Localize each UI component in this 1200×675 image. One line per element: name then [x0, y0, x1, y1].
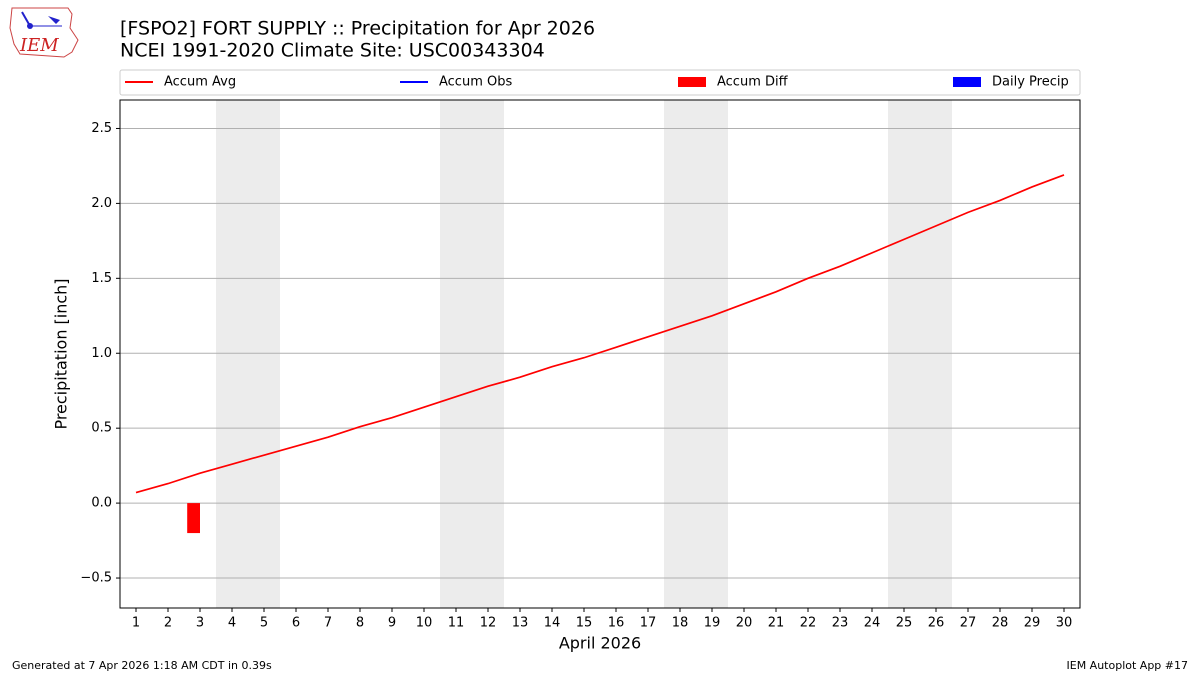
- line: [135, 174, 1065, 494]
- x-tick-label: 16: [608, 616, 625, 631]
- x-tick-label: 8: [356, 616, 364, 631]
- x-tick-label: 14: [544, 616, 561, 631]
- bar: [187, 503, 200, 534]
- y-axis-label: Precipitation [inch]: [52, 278, 71, 429]
- footer-right: IEM Autoplot App #17: [1067, 659, 1189, 672]
- x-tick-label: 4: [228, 616, 236, 631]
- weekend-band: [888, 100, 952, 608]
- x-tick-label: 18: [672, 616, 689, 631]
- y-tick-label: −0.5: [80, 571, 112, 586]
- legend-swatch: [678, 77, 706, 87]
- legend: [119, 69, 1081, 96]
- logo-text: IEM: [19, 35, 59, 56]
- x-tick-label: 19: [704, 616, 721, 631]
- legend-label: Accum Avg: [164, 75, 236, 90]
- chart-subtitle: NCEI 1991-2020 Climate Site: USC00343304: [120, 40, 545, 62]
- x-tick-label: 23: [832, 616, 849, 631]
- x-tick-label: 24: [864, 616, 881, 631]
- x-tick-label: 22: [800, 616, 817, 631]
- x-tick-label: 3: [196, 616, 204, 631]
- x-tick-label: 7: [324, 616, 332, 631]
- legend-swatch: [953, 77, 981, 87]
- legend-label: Accum Obs: [439, 75, 512, 90]
- y-tick-label: 0.0: [91, 496, 112, 511]
- weekend-band: [216, 100, 280, 608]
- x-tick-label: 25: [896, 616, 913, 631]
- x-tick-label: 27: [960, 616, 977, 631]
- plot-frame: [119, 99, 1081, 609]
- x-tick-label: 13: [512, 616, 529, 631]
- legend-label: Daily Precip: [992, 75, 1069, 90]
- x-tick-label: 15: [576, 616, 593, 631]
- y-tick-label: 2.5: [91, 121, 112, 136]
- x-tick-label: 28: [992, 616, 1009, 631]
- weekend-band: [440, 100, 504, 608]
- x-tick-label: 6: [292, 616, 300, 631]
- footer-left: Generated at 7 Apr 2026 1:18 AM CDT in 0…: [12, 659, 272, 672]
- x-tick-label: 30: [1056, 616, 1073, 631]
- x-tick-label: 11: [448, 616, 465, 631]
- legend-label: Accum Diff: [717, 75, 789, 90]
- y-tick-label: 1.5: [91, 271, 112, 286]
- x-tick-label: 5: [260, 616, 268, 631]
- x-tick-label: 1: [132, 616, 140, 631]
- y-tick-label: 2.0: [91, 196, 112, 211]
- x-tick-label: 20: [736, 616, 753, 631]
- y-tick-label: 0.5: [91, 421, 112, 436]
- chart-title: [FSPO2] FORT SUPPLY :: Precipitation for…: [120, 18, 595, 40]
- x-tick-label: 12: [480, 616, 497, 631]
- x-tick-label: 21: [768, 616, 785, 631]
- x-tick-label: 2: [164, 616, 172, 631]
- y-tick-label: 1.0: [91, 346, 112, 361]
- weekend-band: [664, 100, 728, 608]
- x-tick-label: 29: [1024, 616, 1041, 631]
- x-tick-label: 26: [928, 616, 945, 631]
- x-axis-label: April 2026: [559, 634, 641, 653]
- x-tick-label: 10: [416, 616, 433, 631]
- x-tick-label: 9: [388, 616, 396, 631]
- logo: IEM: [9, 7, 79, 58]
- x-tick-label: 17: [640, 616, 657, 631]
